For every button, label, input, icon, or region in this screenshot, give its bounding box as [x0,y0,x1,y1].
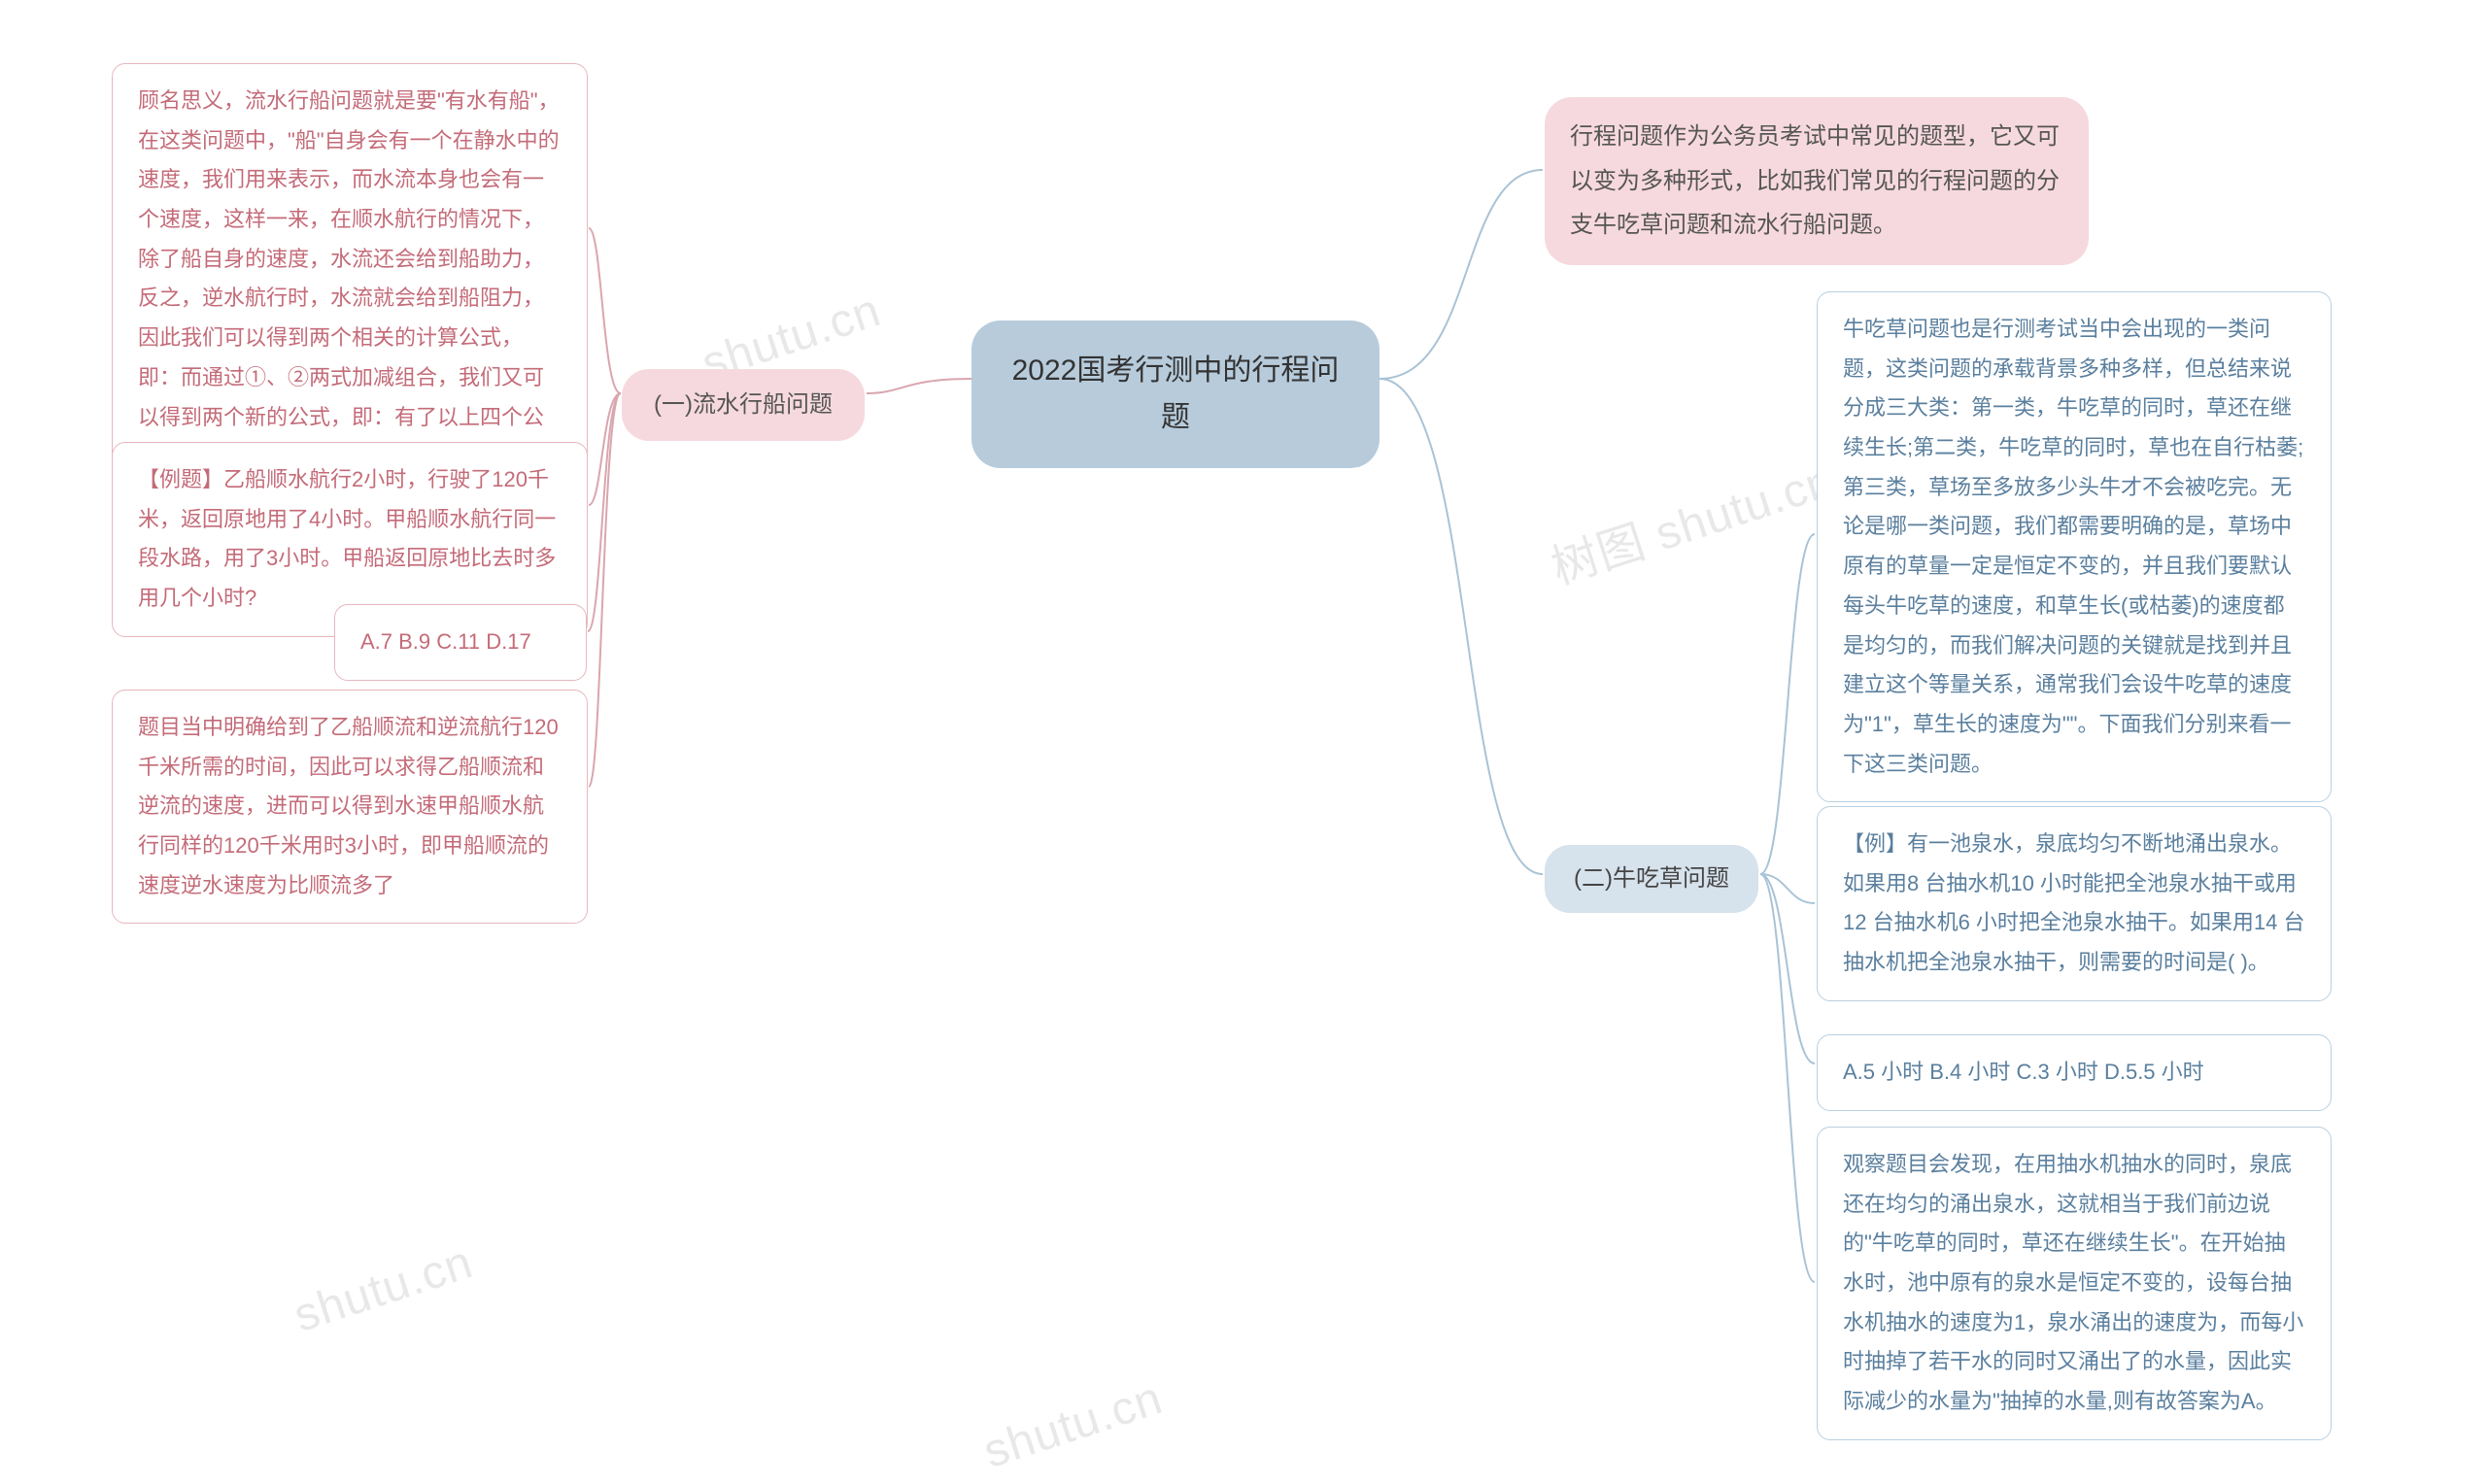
right-node-2: 【例】有一池泉水，泉底均匀不断地涌出泉水。如果用8 台抽水机10 小时能把全池泉… [1817,806,2332,1001]
connector [1760,874,1815,903]
branch-left-label: (一)流水行船问题 [622,369,865,441]
watermark: shutu.cn [288,1235,479,1343]
connector [1380,379,1543,874]
connector [589,393,621,787]
connector [1760,874,1815,1282]
branch-right-label: (二)牛吃草问题 [1545,845,1758,913]
right-node-1: 牛吃草问题也是行测考试当中会出现的一类问题，这类问题的承载背景多种多样，但总结来… [1817,291,2332,802]
connector [588,393,621,631]
left-node-3: A.7 B.9 C.11 D.17 [334,604,587,681]
connector [867,379,971,393]
watermark: shutu.cn [977,1371,1169,1479]
left-node-1: 顾名思义，流水行船问题就是要"有水有船"，在这类问题中，"船"自身会有一个在静水… [112,63,588,495]
center-topic: 2022国考行测中的行程问题 [971,320,1380,468]
right-node-3: A.5 小时 B.4 小时 C.3 小时 D.5.5 小时 [1817,1034,2332,1111]
connector [589,393,621,505]
connector [589,228,621,393]
right-node-4: 观察题目会发现，在用抽水机抽水的同时，泉底还在均匀的涌出泉水，这就相当于我们前边… [1817,1127,2332,1440]
left-node-4: 题目当中明确给到了乙船顺流和逆流航行120千米所需的时间，因此可以求得乙船顺流和… [112,690,588,924]
intro-node: 行程问题作为公务员考试中常见的题型，它又可以变为多种形式，比如我们常见的行程问题… [1545,97,2089,265]
connector [1380,170,1543,379]
connector [1760,874,1815,1063]
watermark: 树图 shutu.cn [1542,442,1842,597]
connector [1760,534,1815,874]
